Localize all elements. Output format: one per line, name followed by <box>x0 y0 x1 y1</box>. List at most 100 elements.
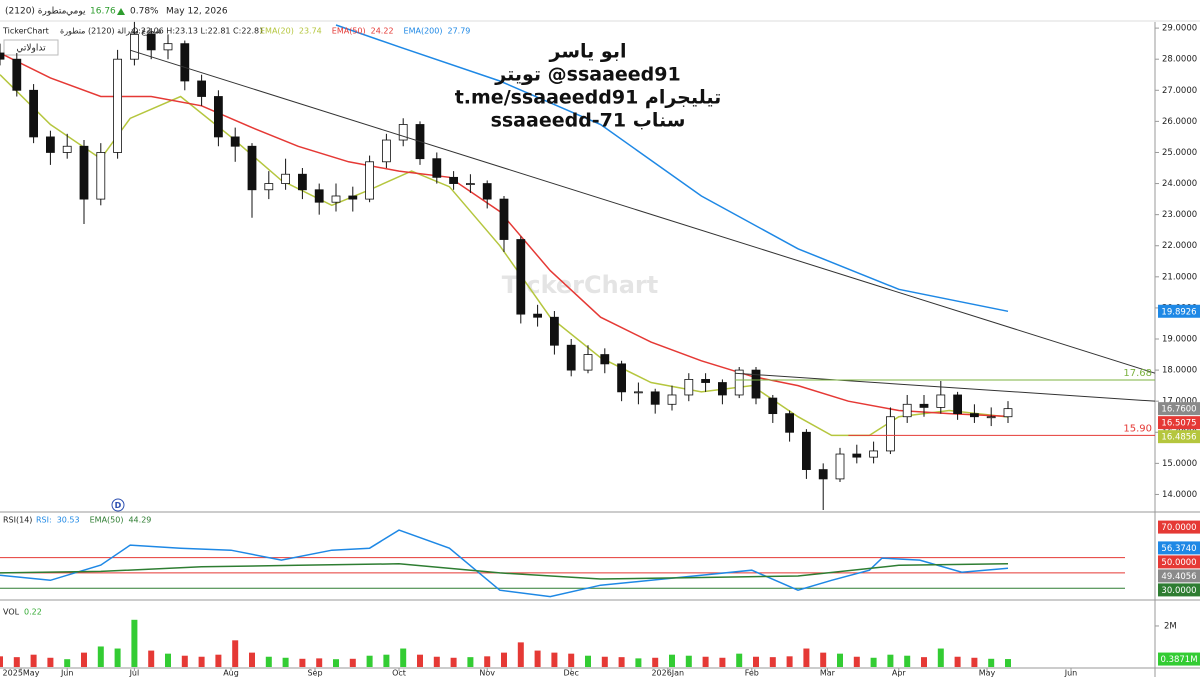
legend-name: EMA(20) <box>260 27 294 36</box>
volume-bar <box>0 656 3 667</box>
candle-body <box>583 354 593 371</box>
volume-bar <box>97 646 104 667</box>
x-tick-label: Sep <box>307 669 322 677</box>
volume-bar <box>769 657 776 667</box>
candle-body <box>902 403 912 418</box>
volume-bar <box>517 642 524 667</box>
x-tick-label: Jun <box>60 669 74 677</box>
candle-body <box>919 403 929 408</box>
volume-bar <box>467 657 474 667</box>
candle-body <box>953 394 962 415</box>
x-tick-label: Oct <box>392 669 406 677</box>
volume-bar <box>165 653 171 667</box>
price-tag-label: 56.3740 <box>1161 544 1196 554</box>
candle-body <box>0 52 5 60</box>
y-tick-label: 24.0000 <box>1162 179 1197 189</box>
x-tick-label: Jun <box>1064 669 1078 677</box>
volume-bar <box>400 648 407 667</box>
date: May 12, 2026 <box>166 7 228 17</box>
candle-body <box>550 316 559 346</box>
y-tick-label: 23.0000 <box>1162 210 1197 220</box>
legend-value: 0.22 <box>24 608 42 617</box>
price-tag <box>1158 569 1200 583</box>
button[interactable] <box>3 39 59 56</box>
volume-bar <box>937 648 944 667</box>
candle-body <box>566 344 576 371</box>
candle-body <box>213 96 223 138</box>
x-tick-label: Apr <box>892 669 907 677</box>
volume-bar <box>803 648 810 667</box>
volume-bar <box>904 655 911 667</box>
y-tick-label: 22.0000 <box>1162 241 1197 251</box>
volume-bar <box>131 619 138 667</box>
x-tick-label: 2025May <box>3 669 40 677</box>
overlay-text: ssaaeedd-71 سناب <box>491 110 686 132</box>
candle-body <box>29 89 39 138</box>
volume-bar <box>181 655 188 667</box>
y-tick-label: 25.0000 <box>1162 148 1197 158</box>
volume-bar <box>954 656 961 667</box>
price-tag-label: 19.8926 <box>1161 307 1196 317</box>
volume-bar <box>568 653 575 667</box>
volume-bar <box>383 654 390 667</box>
price-tag-label: 50.0000 <box>1161 558 1196 568</box>
last-price: 16.76 <box>90 7 116 17</box>
y-tick-label: 28.0000 <box>1162 55 1197 65</box>
candle-body <box>230 136 240 147</box>
volume-bar <box>585 655 591 667</box>
candle-body <box>600 354 610 365</box>
candle-body <box>482 183 492 200</box>
volume-bar <box>484 656 491 667</box>
candle-body <box>617 363 626 393</box>
y-tick-label: 27.0000 <box>1162 86 1197 96</box>
volume-bar <box>13 657 20 667</box>
candle-body <box>197 80 207 97</box>
volume-bar <box>837 653 843 667</box>
legend-name: EMA(50) <box>90 516 124 525</box>
x-tick-label: Aug <box>223 669 239 677</box>
price-tag <box>1158 520 1200 534</box>
volume-bar <box>265 656 272 667</box>
candle-body <box>802 431 811 470</box>
candle-body <box>986 416 996 419</box>
candle-body <box>331 195 341 203</box>
y-tick-label: 17.0000 <box>1162 397 1197 407</box>
chart-kind: شموع مقرالة (2120) متطورة <box>60 27 162 36</box>
volume-bar <box>198 656 205 667</box>
series-line <box>335 24 1009 313</box>
candle-body <box>835 453 845 480</box>
candle-body <box>818 469 828 480</box>
volume-bar <box>551 652 558 667</box>
candle-body <box>533 313 542 318</box>
candle-body <box>180 43 190 82</box>
marker-label: D <box>115 501 122 510</box>
candle-body <box>751 369 761 399</box>
price-tag-label: 16.7600 <box>1161 405 1196 415</box>
candle-body <box>869 450 878 458</box>
y-tick-label: 14.0000 <box>1162 490 1197 500</box>
candle-body <box>852 453 862 458</box>
volume-bar <box>870 657 877 667</box>
volume-bar <box>433 656 440 667</box>
volume-bar <box>601 656 608 667</box>
candle-body <box>768 397 778 415</box>
candle-body <box>465 183 475 185</box>
volume-bar <box>635 658 642 667</box>
legend-name: EMA(50) <box>332 27 366 36</box>
candle-body <box>348 195 358 200</box>
volume-bar <box>81 652 87 667</box>
change: 0.78% <box>130 7 159 17</box>
x-tick-label: May <box>979 669 996 677</box>
price-tag-label: 70.0000 <box>1161 523 1196 533</box>
candle-body <box>96 152 106 200</box>
volume-bar <box>652 657 659 667</box>
candle-body <box>247 145 257 191</box>
candle-body <box>381 139 391 163</box>
candle-body <box>718 382 727 396</box>
panel-title: VOL <box>3 608 20 617</box>
price-tag <box>1158 555 1200 569</box>
candle-body <box>365 161 375 200</box>
candle-body <box>129 33 139 60</box>
button-label[interactable]: تداولاتي <box>16 44 46 54</box>
volume-bar <box>988 658 995 667</box>
